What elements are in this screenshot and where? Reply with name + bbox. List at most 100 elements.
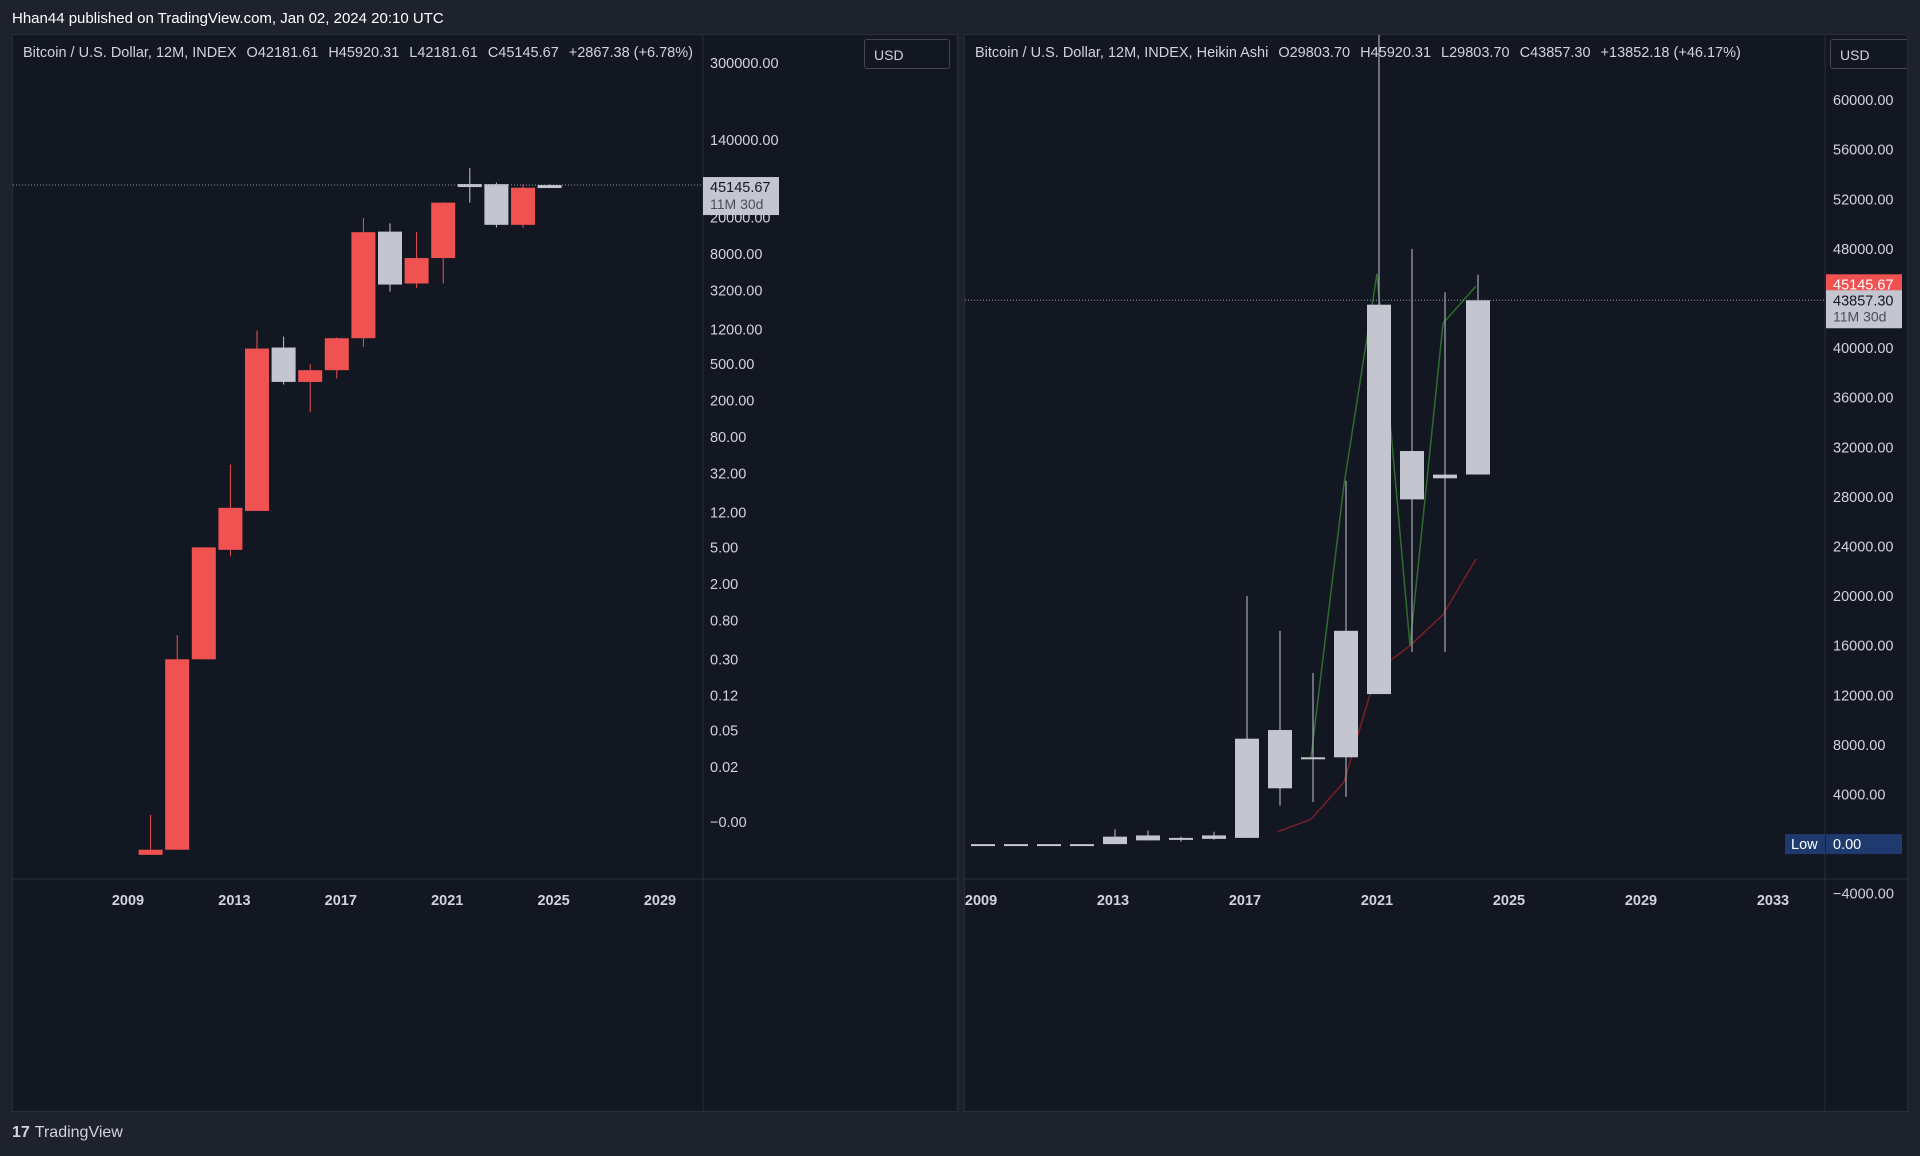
y-axis-tick-label: 5.00	[710, 540, 738, 556]
publish-header: Hhan44 published on TradingView.com, Jan…	[0, 0, 1920, 34]
candle-body	[324, 338, 349, 371]
y-axis-tick-label: 0.30	[710, 652, 738, 668]
y-axis-tick-label: 0.80	[710, 613, 738, 629]
currency-button-left[interactable]: USD	[864, 39, 950, 69]
y-axis-tick-label: 500.00	[710, 357, 754, 373]
y-axis-tick-label: 60000.00	[1833, 93, 1893, 109]
ohlc-open: O42181.61	[246, 45, 319, 61]
x-axis-tick-label: 2025	[1493, 893, 1525, 909]
y-axis-tick-label: 200.00	[710, 394, 754, 410]
last-price-label: 45145.67	[710, 180, 770, 196]
y-axis-tick-label: 3200.00	[710, 283, 762, 299]
low-tag-badge	[1785, 834, 1825, 855]
countdown-label: 11M 30d	[710, 196, 763, 212]
currency-button-right[interactable]: USD	[1830, 39, 1907, 69]
candle-body	[1400, 451, 1424, 500]
ohlc-close: C43857.30	[1519, 45, 1591, 61]
footer-brand[interactable]: 17 TradingView	[12, 1124, 123, 1142]
candle-body	[1004, 844, 1028, 847]
ha-close-label: 43857.30	[1833, 293, 1893, 309]
candle-body	[138, 849, 163, 855]
y-axis-tick-label: 12000.00	[1833, 688, 1893, 704]
candle-body	[1103, 836, 1127, 845]
x-axis-tick-label: 2025	[537, 893, 569, 909]
last-price-badge	[703, 177, 779, 216]
y-axis-tick-label: 56000.00	[1833, 143, 1893, 159]
x-axis-tick-label: 2009	[965, 893, 997, 909]
candle-body	[431, 202, 456, 259]
candle-body	[1466, 300, 1490, 475]
ohlc-low: L29803.70	[1441, 45, 1510, 61]
candle-body	[1268, 730, 1292, 789]
x-axis-tick-label: 2033	[1757, 893, 1789, 909]
candle-body	[378, 231, 402, 285]
footer-brand-text: TradingView	[34, 1124, 123, 1141]
candle-body	[1301, 757, 1325, 760]
ohlc-close: C45145.67	[487, 45, 559, 61]
y-axis-tick-label: 24000.00	[1833, 540, 1893, 556]
x-axis-tick-label: 2017	[325, 893, 357, 909]
candle-body	[484, 184, 509, 225]
y-axis-tick-label: −0.00	[710, 815, 747, 831]
symbol-legend-right: Bitcoin / U.S. Dollar, 12M, INDEX, Heiki…	[975, 45, 1751, 61]
symbol-title: Bitcoin / U.S. Dollar, 12M, INDEX	[23, 45, 237, 61]
ohlc-open: O29803.70	[1278, 45, 1351, 61]
candle-body	[1070, 844, 1094, 847]
y-axis-tick-label: 300000.00	[710, 56, 779, 72]
x-axis-tick-label: 2029	[644, 893, 676, 909]
candle-body	[1235, 738, 1259, 838]
x-axis-tick-label: 2013	[218, 893, 250, 909]
y-axis-tick-label: 36000.00	[1833, 391, 1893, 407]
y-axis-tick-label: 8000.00	[1833, 738, 1885, 754]
y-axis-tick-label: 32000.00	[1833, 440, 1893, 456]
candle-body	[271, 347, 296, 382]
candle-body	[245, 348, 269, 511]
y-axis-tick-label: 52000.00	[1833, 192, 1893, 208]
y-axis-tick-label: 140000.00	[710, 133, 779, 149]
y-axis-tick-label: 48000.00	[1833, 242, 1893, 258]
chart-pane-left[interactable]: 300000.00 140000.00 20000.00 8000.00 3200.00…	[12, 34, 958, 1112]
published-by-text: Hhan44 published on TradingView.com, Jan…	[12, 10, 444, 27]
candle-body	[218, 507, 243, 550]
candle-body	[537, 185, 562, 189]
y-axis-tick-label: 1200.00	[710, 322, 762, 338]
indicator-line	[1310, 273, 1477, 758]
heikin-ashi-chart-right[interactable]: 72000.0068000.0064000.0060000.0056000.00…	[965, 35, 1908, 1112]
y-axis-tick-label: 0.05	[710, 724, 738, 740]
x-axis-tick-label: 2021	[1361, 893, 1393, 909]
x-axis-tick-label: 2029	[1625, 893, 1657, 909]
candlestick-chart-left[interactable]: 300000.00140000.0020000.008000.003200.00…	[13, 35, 958, 1112]
candle-body	[1334, 630, 1358, 758]
y-axis-tick-label: 2.00	[710, 577, 738, 593]
x-axis-tick-label: 2021	[431, 893, 463, 909]
y-axis-tick-label: 40000.00	[1833, 341, 1893, 357]
candle-body	[165, 659, 190, 850]
ohlc-high: H45920.31	[1360, 45, 1432, 61]
candle-body	[1136, 835, 1160, 841]
y-axis-tick-label: 0.02	[710, 760, 738, 776]
low-value: 0.00	[1833, 837, 1861, 853]
candle-body	[404, 258, 429, 284]
candle-body	[1169, 837, 1193, 840]
ohlc-change: +13852.18 (+46.17%)	[1600, 45, 1741, 61]
low-value-badge	[1826, 834, 1902, 855]
y-axis-tick-label: 0.12	[710, 689, 738, 705]
candle-body	[1037, 844, 1061, 847]
candle-body	[191, 547, 216, 660]
candle-body	[1202, 835, 1226, 839]
ohlc-high: H45920.31	[328, 45, 400, 61]
candle-body	[1433, 474, 1457, 479]
x-axis-tick-label: 2009	[112, 893, 144, 909]
candle-body	[1367, 304, 1391, 695]
symbol-title: Bitcoin / U.S. Dollar, 12M, INDEX, Heiki…	[975, 45, 1269, 61]
y-axis-tick-label: 20000.00	[1833, 589, 1893, 605]
y-axis-tick-label: 8000.00	[710, 247, 762, 263]
y-axis-tick-label: −4000.00	[1833, 887, 1894, 903]
low-tag: Low	[1791, 837, 1818, 853]
last-price-badge	[1826, 274, 1902, 295]
chart-pane-right[interactable]: 72000.0068000.0064000.0060000.0056000.00…	[964, 34, 1908, 1112]
candle-body	[351, 232, 376, 339]
ha-close-badge	[1826, 290, 1902, 329]
x-axis-tick-label: 2013	[1097, 893, 1129, 909]
y-axis-tick-label: 28000.00	[1833, 490, 1893, 506]
